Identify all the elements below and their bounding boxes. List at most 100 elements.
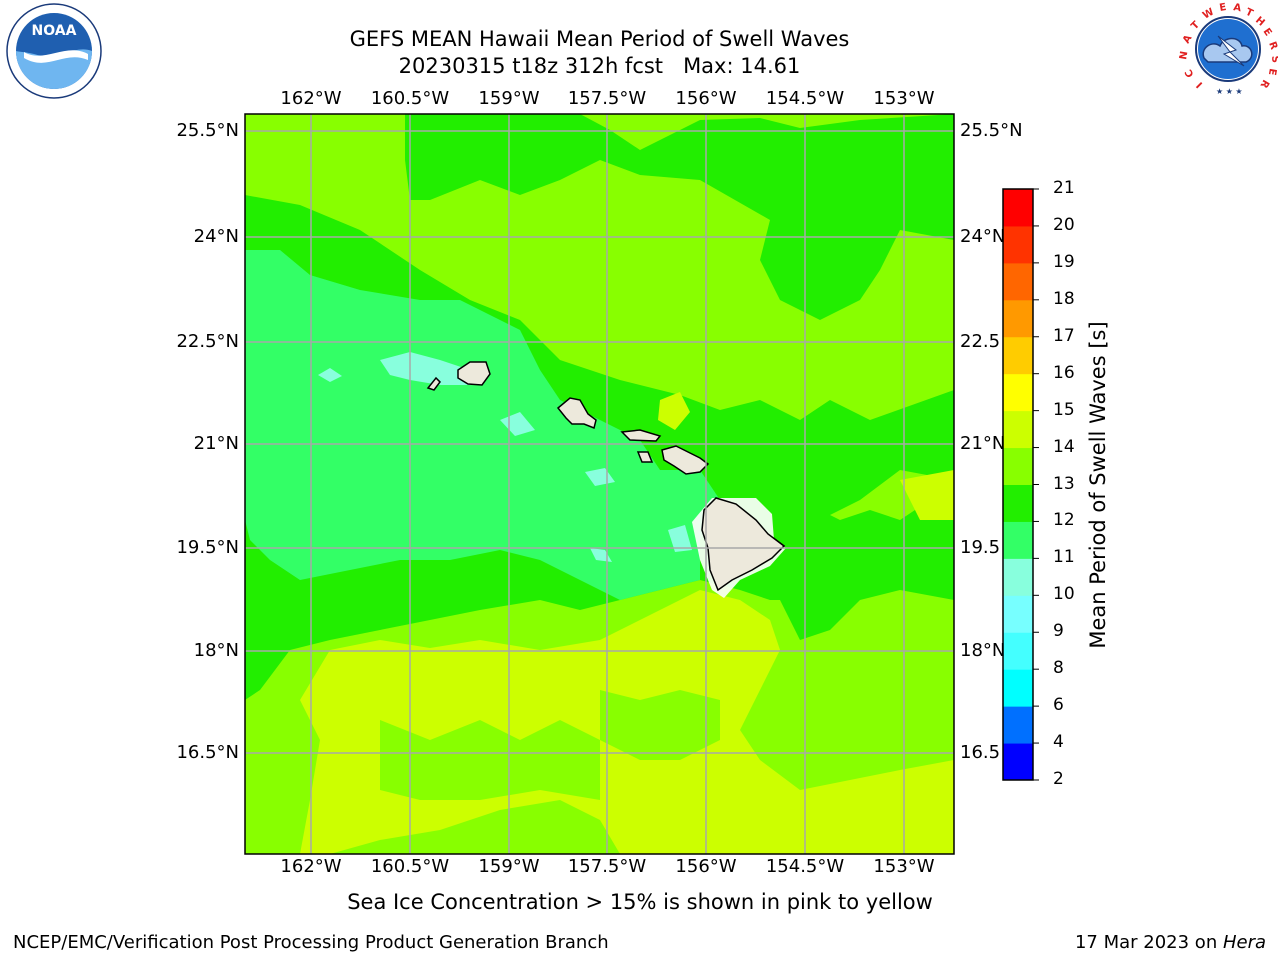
colorbar-segment — [1003, 669, 1033, 707]
svg-text:W: W — [1201, 7, 1216, 22]
field-13-14-east — [900, 470, 954, 520]
svg-text:C: C — [1183, 67, 1196, 79]
colorbar-tick-label: 17 — [1053, 325, 1075, 346]
lat-tick-right: 22.5 — [960, 331, 1001, 352]
lat-tick-left: 21°N — [193, 433, 239, 454]
colorbar-segment — [1003, 558, 1033, 596]
map-frame — [244, 113, 955, 855]
colorbar-tick-label: 10 — [1053, 584, 1075, 605]
colorbar-segment — [1003, 189, 1033, 227]
gridlines — [245, 114, 954, 854]
field-11-12-north — [405, 114, 954, 320]
lon-tick-bottom: 160.5°W — [370, 856, 450, 877]
lat-tick-right: 19.5 — [960, 537, 1001, 558]
colorbar — [1003, 189, 1033, 781]
colorbar-tick-label: 14 — [1053, 436, 1075, 457]
svg-text:E: E — [1219, 2, 1228, 14]
colorbar-segment — [1003, 447, 1033, 485]
lat-tick-right: 24°N — [960, 226, 1006, 247]
swell-period-field — [245, 114, 954, 854]
svg-text:I: I — [1195, 79, 1205, 89]
lon-tick-top: 153°W — [873, 88, 935, 109]
lat-tick-right: 25.5°N — [960, 120, 1023, 141]
lon-tick-top: 154.5°W — [765, 88, 845, 109]
lon-tick-top: 156°W — [675, 88, 737, 109]
lat-tick-right: 21°N — [960, 433, 1006, 454]
colorbar-tick-label: 21 — [1053, 178, 1075, 198]
field-9-10-a — [318, 368, 342, 382]
lon-tick-top: 160.5°W — [370, 88, 450, 109]
molokai — [620, 429, 662, 442]
colorbar-segment — [1003, 595, 1033, 633]
colorbar-segment — [1003, 262, 1033, 301]
lon-tick-bottom: 156°W — [675, 856, 737, 877]
colorbar-segment — [1003, 484, 1033, 522]
colorbar-tick-label: 13 — [1053, 473, 1075, 494]
field-9-10-d — [668, 525, 692, 552]
colorbar-title: Mean Period of Swell Waves [s] — [1086, 321, 1110, 649]
lon-tick-top: 162°W — [280, 88, 342, 109]
field-11-12-east — [760, 500, 954, 640]
colorbar-segment — [1003, 521, 1033, 559]
field-10-11 — [245, 250, 720, 600]
svg-text:E: E — [1266, 67, 1278, 76]
lon-tick-bottom: 154.5°W — [765, 856, 845, 877]
colorbar-segment — [1003, 299, 1033, 338]
colorbar-segment — [1003, 706, 1033, 744]
colorbar-tick-label: 2 — [1053, 769, 1064, 789]
svg-text:A: A — [1232, 2, 1242, 14]
lon-tick-bottom: 162°W — [280, 856, 342, 877]
colorbar-segment — [1003, 336, 1033, 375]
sea-ice-caption: Sea Ice Concentration > 15% is shown in … — [0, 890, 1280, 914]
svg-text:S: S — [1269, 55, 1278, 63]
lat-tick-left: 18°N — [193, 640, 239, 661]
colorbar-tick-label: 12 — [1053, 510, 1075, 531]
niihau — [426, 376, 441, 391]
footer-date-text: 17 Mar 2023 on — [1074, 932, 1223, 953]
field-9-10-kauai — [380, 352, 480, 385]
field-13-14-north-patch — [658, 392, 690, 430]
colorbar-segment — [1003, 743, 1033, 781]
map-subtitle: 20230315 t18z 312h fcst Max: 14.61 — [398, 54, 801, 78]
svg-text:★ ★ ★: ★ ★ ★ — [1216, 87, 1243, 96]
lanai — [636, 451, 654, 463]
colorbar-tick-label: 20 — [1053, 214, 1075, 235]
colorbar-tick-label: 9 — [1053, 621, 1064, 642]
field-12-13-tongue-b — [600, 690, 720, 760]
lat-tick-left: 16.5°N — [176, 742, 239, 763]
hawaii-big-island-overlay — [701, 497, 786, 592]
colorbar-ticks — [1033, 188, 1039, 781]
svg-text:T: T — [1244, 7, 1255, 20]
colorbar-tick-label: 8 — [1053, 658, 1064, 679]
footer-date: 17 Mar 2023 on Hera — [1075, 932, 1266, 953]
kauai — [457, 361, 491, 386]
colorbar-segment — [1003, 373, 1033, 412]
colorbar-segment — [1003, 225, 1033, 264]
lat-tick-right: 16.5 — [960, 742, 1001, 763]
noaa-logo: NOAA — [4, 2, 104, 100]
lat-tick-right: 18°N — [960, 640, 1006, 661]
lat-tick-left: 19.5°N — [176, 537, 239, 558]
svg-text:N: N — [1178, 50, 1190, 60]
colorbar-tick-label: 18 — [1053, 288, 1075, 309]
oahu — [556, 397, 597, 430]
lon-tick-bottom: 157.5°W — [567, 856, 647, 877]
maui — [661, 445, 710, 475]
colorbar-segment — [1003, 632, 1033, 670]
lat-tick-left: 24°N — [193, 226, 239, 247]
map-title: GEFS MEAN Hawaii Mean Period of Swell Wa… — [349, 27, 850, 51]
colorbar-tick-label: 16 — [1053, 362, 1075, 383]
lon-tick-top: 159°W — [478, 88, 540, 109]
lat-tick-left: 22.5°N — [176, 331, 239, 352]
lat-tick-left: 25.5°N — [176, 120, 239, 141]
svg-text:R: R — [1266, 40, 1278, 51]
footer-credit: NCEP/EMC/Verification Post Processing Pr… — [13, 932, 609, 953]
footer-host: Hera — [1222, 932, 1266, 953]
caption-text: Sea Ice Concentration > 15% is shown in … — [347, 890, 933, 914]
lon-tick-bottom: 159°W — [478, 856, 540, 877]
colorbar-tick-label: 6 — [1053, 695, 1064, 716]
colorbar-tick-label: 15 — [1053, 399, 1075, 420]
field-12-13-tongue-a — [380, 720, 600, 800]
colorbar-segment — [1003, 410, 1033, 449]
